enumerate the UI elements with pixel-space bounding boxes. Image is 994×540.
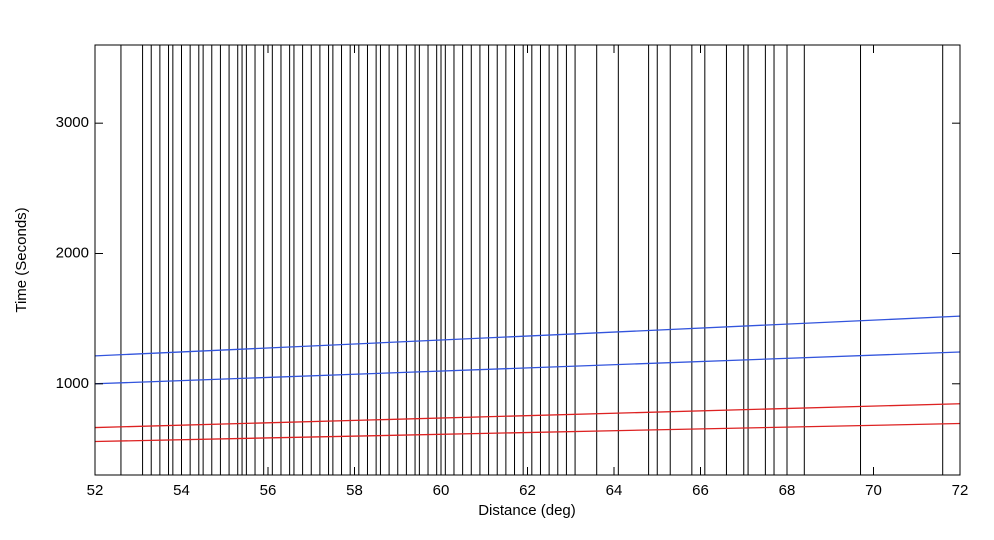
line-series [95,403,960,429]
x-tick-label: 58 [346,482,363,499]
x-tick-label: 66 [692,482,709,499]
line-series [95,422,960,443]
x-tick-label: 60 [433,482,450,499]
y-tick-label: 3000 [56,114,89,131]
plot-area [95,45,960,475]
line-series [95,351,960,385]
x-tick-label: 54 [173,482,190,499]
x-tick-label: 72 [952,482,969,499]
x-axis-label: Distance (deg) [478,502,576,519]
line-series [95,315,960,357]
y-axis-label: Time (Seconds) [13,207,30,312]
x-tick-label: 68 [779,482,796,499]
x-tick-label: 64 [606,482,623,499]
x-tick-label: 56 [260,482,277,499]
y-tick-label: 2000 [56,244,89,261]
x-tick-label: 70 [865,482,882,499]
x-tick-label: 62 [519,482,536,499]
y-tick-label: 1000 [56,375,89,392]
x-tick-label: 52 [87,482,104,499]
